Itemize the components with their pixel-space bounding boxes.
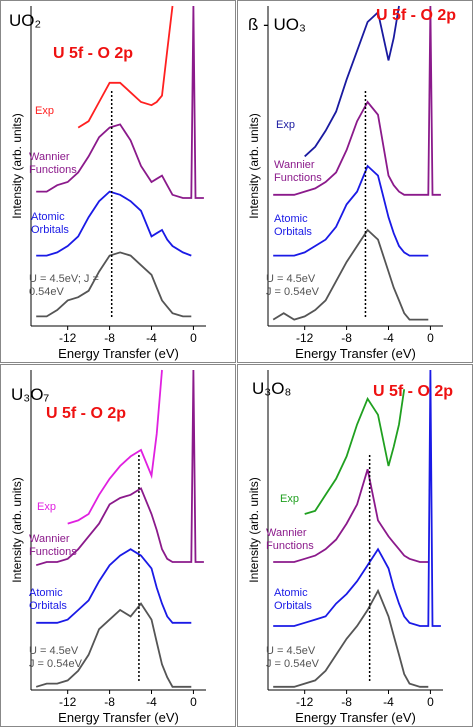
x-tick-label: -4 bbox=[146, 695, 157, 709]
panel: -12 -8 -4 0 Energy Transfer (eV) Intensity (a… bbox=[237, 0, 473, 363]
x-tick-label: -4 bbox=[146, 331, 157, 345]
x-axis-label: Energy Transfer (eV) bbox=[295, 710, 416, 725]
annotation: U 5f - O 2p bbox=[45, 405, 127, 422]
series-line bbox=[304, 389, 406, 515]
y-axis-label: Intensity (arb. units) bbox=[247, 113, 261, 218]
series-label: U = 4.5eV J = 0.54eV bbox=[266, 645, 319, 670]
y-axis-label: Intensity (arb. units) bbox=[10, 113, 24, 218]
series-label: Wannier Functions bbox=[274, 159, 322, 184]
series-line bbox=[35, 602, 192, 688]
x-tick-label: -8 bbox=[104, 695, 115, 709]
series-label: Wannier Functions bbox=[266, 527, 314, 552]
x-tick-label: -12 bbox=[59, 695, 77, 709]
x-axis-label: Energy Transfer (eV) bbox=[295, 346, 416, 361]
series-line bbox=[36, 548, 192, 624]
x-tick-label: -8 bbox=[104, 331, 115, 345]
x-tick-label: -4 bbox=[383, 331, 394, 345]
x-tick-label: -12 bbox=[59, 331, 77, 345]
series-label: U = 4.5eV J = 0.54eV bbox=[266, 273, 319, 298]
series-label: Wannier Functions bbox=[29, 533, 77, 558]
series-line bbox=[36, 251, 192, 318]
panel: -12 -8 -4 0 Energy Transfer (eV) Intensity (a… bbox=[0, 0, 236, 363]
panel-title: UO₂ bbox=[9, 11, 42, 30]
annotation: U 5f - O 2p bbox=[375, 7, 457, 24]
chart: -12 -8 -4 0 Energy Transfer (eV) Intensity (a… bbox=[247, 5, 443, 361]
chart: -12 -8 -4 0 Energy Transfer (eV) Intensity (a… bbox=[10, 5, 206, 361]
series-label: U = 4.5eV; J = 0.54eV bbox=[29, 273, 99, 298]
series-label: Exp bbox=[37, 501, 56, 513]
series-label: U = 4.5eV J = 0.54eV bbox=[29, 645, 82, 670]
series-label: Exp bbox=[35, 105, 54, 117]
panel-title: U₃O₇ bbox=[11, 385, 50, 404]
x-axis-label: Energy Transfer (eV) bbox=[58, 710, 179, 725]
series-line bbox=[273, 164, 429, 257]
x-axis-label: Energy Transfer (eV) bbox=[58, 346, 179, 361]
series-label: Exp bbox=[280, 493, 299, 505]
y-axis-label: Intensity (arb. units) bbox=[247, 477, 261, 582]
series-label: Atomic Orbitals bbox=[274, 213, 312, 238]
series-label: Atomic Orbitals bbox=[274, 587, 312, 612]
series-label: Wannier Functions bbox=[29, 151, 77, 176]
x-tick-label: -8 bbox=[341, 331, 352, 345]
annotation: U 5f - O 2p bbox=[372, 383, 454, 400]
chart: -12 -8 -4 0 Energy Transfer (eV) Intensity (a… bbox=[10, 369, 206, 725]
panel: -12 -8 -4 0 Energy Transfer (eV) Intensity (a… bbox=[237, 364, 473, 727]
series-line bbox=[35, 369, 204, 567]
x-tick-label: -8 bbox=[341, 695, 352, 709]
series-line bbox=[272, 228, 429, 321]
x-tick-label: 0 bbox=[427, 331, 434, 345]
series-line bbox=[273, 5, 441, 196]
series-line bbox=[273, 468, 429, 563]
series-line bbox=[36, 190, 192, 257]
series-line bbox=[304, 5, 400, 158]
x-tick-label: 0 bbox=[190, 331, 197, 345]
x-tick-label: 0 bbox=[427, 695, 434, 709]
panel: -12 -8 -4 0 Energy Transfer (eV) Intensity (a… bbox=[0, 364, 236, 727]
x-tick-label: -4 bbox=[383, 695, 394, 709]
series-label: Exp bbox=[276, 119, 295, 131]
annotation: U 5f - O 2p bbox=[52, 45, 134, 62]
x-tick-label: 0 bbox=[190, 695, 197, 709]
series-line bbox=[67, 369, 163, 525]
panel-title: ß - UO₃ bbox=[248, 15, 306, 34]
series-label: Atomic Orbitals bbox=[29, 587, 67, 612]
y-axis-label: Intensity (arb. units) bbox=[10, 477, 24, 582]
panel-title: U₃O₈ bbox=[252, 379, 292, 398]
series-line bbox=[36, 5, 204, 199]
chart: -12 -8 -4 0 Energy Transfer (eV) Intensity (a… bbox=[247, 369, 443, 725]
series-line bbox=[273, 588, 429, 688]
series-line bbox=[77, 5, 174, 129]
x-tick-label: -12 bbox=[296, 695, 314, 709]
series-line bbox=[273, 369, 441, 627]
x-tick-label: -12 bbox=[296, 331, 314, 345]
series-label: Atomic Orbitals bbox=[31, 211, 69, 236]
